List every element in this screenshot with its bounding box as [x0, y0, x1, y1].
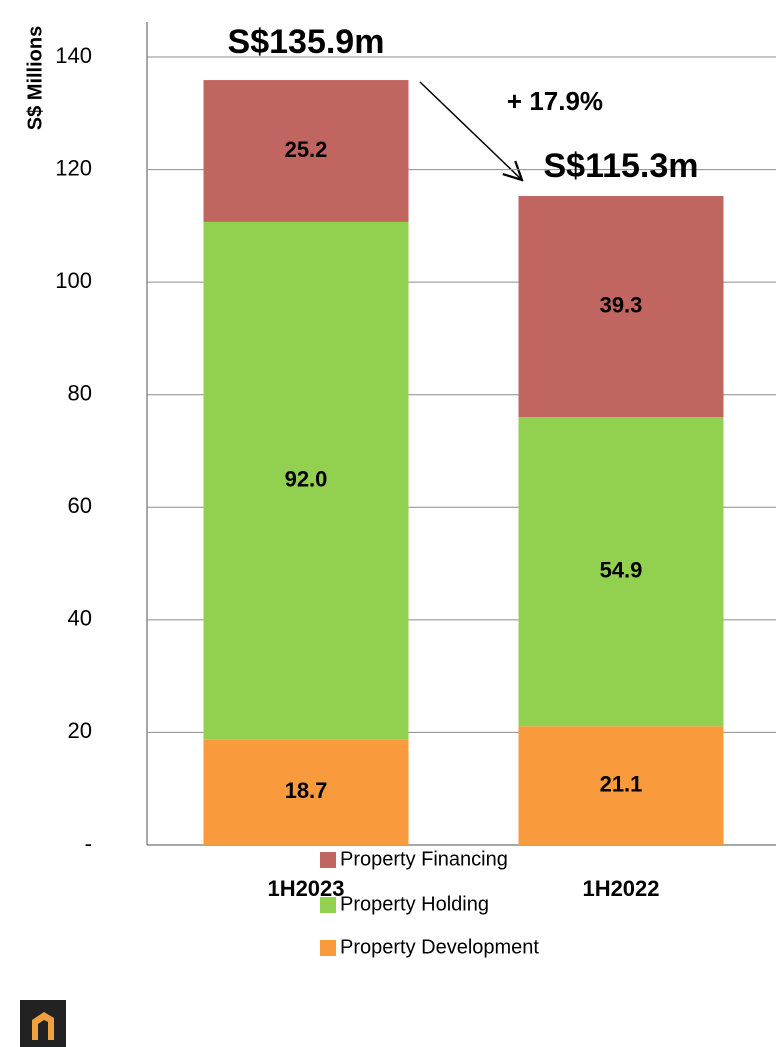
y-tick-label: 100: [55, 268, 92, 293]
bar-segment: [203, 221, 409, 740]
bar-segment: [518, 196, 724, 418]
data-label: 54.9: [600, 558, 643, 583]
legend-swatch: [320, 852, 336, 868]
y-tick-label: 80: [68, 381, 92, 406]
arrow: [419, 81, 522, 180]
y-tick-label: 20: [68, 718, 92, 743]
y-tick-label: 60: [68, 493, 92, 518]
x-tick-label: 1H2022: [582, 876, 659, 901]
data-label: 18.7: [285, 778, 328, 803]
data-label: 21.1: [600, 771, 643, 796]
legend-label: Property Financing: [340, 848, 508, 870]
legend-swatch: [320, 897, 336, 913]
data-label: 39.3: [600, 292, 643, 317]
y-tick-label: 140: [55, 43, 92, 68]
y-axis-title: S$ Millions: [24, 26, 46, 130]
legend-label: Property Holding: [340, 893, 489, 915]
bar-segment: [518, 726, 724, 845]
logo: [20, 1000, 66, 1047]
total-label: S$135.9m: [228, 23, 385, 61]
y-tick-label: 40: [68, 606, 92, 631]
data-label: 25.2: [285, 137, 328, 162]
bar-segment: [203, 739, 409, 845]
y-tick-label: -: [85, 831, 92, 856]
bar-segment: [203, 80, 409, 222]
total-label: S$115.3m: [543, 147, 698, 185]
y-tick-label: 120: [55, 155, 92, 180]
legend-swatch: [320, 940, 336, 956]
x-tick-label: 1H2023: [267, 876, 344, 901]
annotation: + 17.9%: [507, 86, 603, 116]
data-label: 92.0: [285, 467, 328, 492]
legend-label: Property Development: [340, 936, 539, 958]
bar-segment: [518, 417, 724, 727]
